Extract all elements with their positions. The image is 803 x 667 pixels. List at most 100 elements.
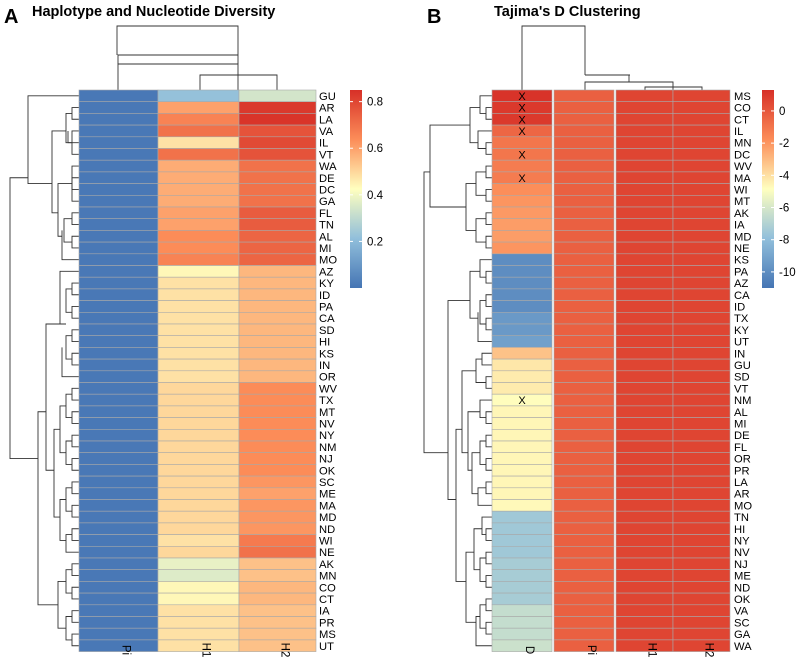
row-label: MN [319,571,336,583]
row-label: HI [734,524,745,536]
heatmap-cell [238,510,317,524]
row-label: VT [319,149,333,161]
heatmap-cell [553,534,615,547]
heatmap-cell [672,358,731,372]
heatmap-cell [672,101,731,114]
heatmap-cell [615,323,674,336]
row-label: PA [319,301,334,313]
heatmap-cell [78,545,159,559]
panel-b-row-labels: MSCOCTILMNDCWVMAWIMTAKIAMDNEKSPAAZCAIDTX… [734,91,753,653]
heatmap-cell [157,475,240,489]
row-label: MO [319,255,337,267]
heatmap-cell [78,639,159,652]
heatmap-cell [672,440,731,453]
heatmap-cell [672,347,731,360]
heatmap-cell [615,475,674,489]
heatmap-cell [672,475,731,489]
cell-mark: X [518,149,526,161]
heatmap-cell [78,510,159,524]
row-label: ND [734,582,750,594]
heatmap-cell [238,639,317,652]
heatmap-cell [553,206,615,219]
heatmap-cell [553,323,615,336]
heatmap-cell [78,113,159,126]
heatmap-cell [78,382,159,395]
heatmap-cell [553,464,615,477]
row-label: FL [734,442,747,454]
heatmap-cell [615,499,674,512]
heatmap-cell [157,627,240,641]
row-label: MO [734,500,752,512]
heatmap-cell [553,335,615,348]
heatmap-cell [553,545,615,559]
panel-a: A Haplotype and Nucleotide Diversity GUA… [4,4,384,657]
heatmap-cell [238,382,317,395]
heatmap-cell [78,300,159,313]
heatmap-cell [78,370,159,383]
row-label: SC [734,617,750,629]
heatmap-cell [615,241,674,255]
heatmap-cell [672,124,731,138]
heatmap-cell [672,148,731,161]
heatmap-cell [78,218,159,231]
row-label: ID [319,290,330,302]
heatmap-cell [157,171,240,184]
heatmap-cell [78,89,159,102]
row-label: NE [319,547,335,559]
heatmap-cell [78,276,159,290]
heatmap-cell [672,171,731,184]
heatmap-cell [553,159,615,173]
heatmap-cell [672,253,731,266]
heatmap-cell [553,370,615,383]
heatmap-cell [615,616,674,629]
row-label: LA [734,477,748,489]
heatmap-cell [553,230,615,243]
legend-tick-label: -4 [779,170,790,182]
row-label: VT [734,383,748,395]
heatmap-cell [553,89,615,102]
heatmap-cell [615,405,674,418]
heatmap-cell [78,487,159,500]
heatmap-cell [615,195,674,208]
heatmap-cell [157,382,240,395]
heatmap-cell [157,616,240,629]
heatmap-cell [615,452,674,465]
row-label: OR [734,454,751,466]
row-label: SD [734,372,750,384]
heatmap-cell [491,335,553,348]
heatmap-cell [78,206,159,219]
heatmap-cell [238,545,317,559]
heatmap-cell [238,171,317,184]
heatmap-cell [615,639,674,652]
heatmap-cell [238,101,317,114]
column-label: Pi [120,645,132,655]
row-label: NV [734,547,750,559]
heatmap-cell [491,253,553,266]
heatmap-cell [78,475,159,489]
heatmap-cell [672,323,731,336]
panel-b-heatmap-cells [491,89,731,652]
heatmap-cell [491,534,553,547]
heatmap-cell [157,276,240,290]
row-label: NY [319,430,335,442]
row-label: LA [319,114,333,126]
heatmap-cell [78,464,159,477]
heatmap-cell [672,241,731,255]
heatmap-cell [238,534,317,547]
heatmap-cell [78,569,159,582]
heatmap-cell [615,124,674,138]
heatmap-cell [553,218,615,231]
heatmap-cell [157,148,240,161]
heatmap-cell [553,300,615,313]
heatmap-cell [157,113,240,126]
row-label: KY [319,278,334,290]
row-label: SD [319,325,335,337]
panel-a-column-dendrogram [116,25,278,90]
row-label: IL [734,126,743,138]
heatmap-cell [491,604,553,617]
heatmap-cell [491,183,553,196]
heatmap-cell [553,405,615,418]
heatmap-cell [157,452,240,465]
row-label: MA [734,173,751,185]
row-label: VA [734,606,749,618]
